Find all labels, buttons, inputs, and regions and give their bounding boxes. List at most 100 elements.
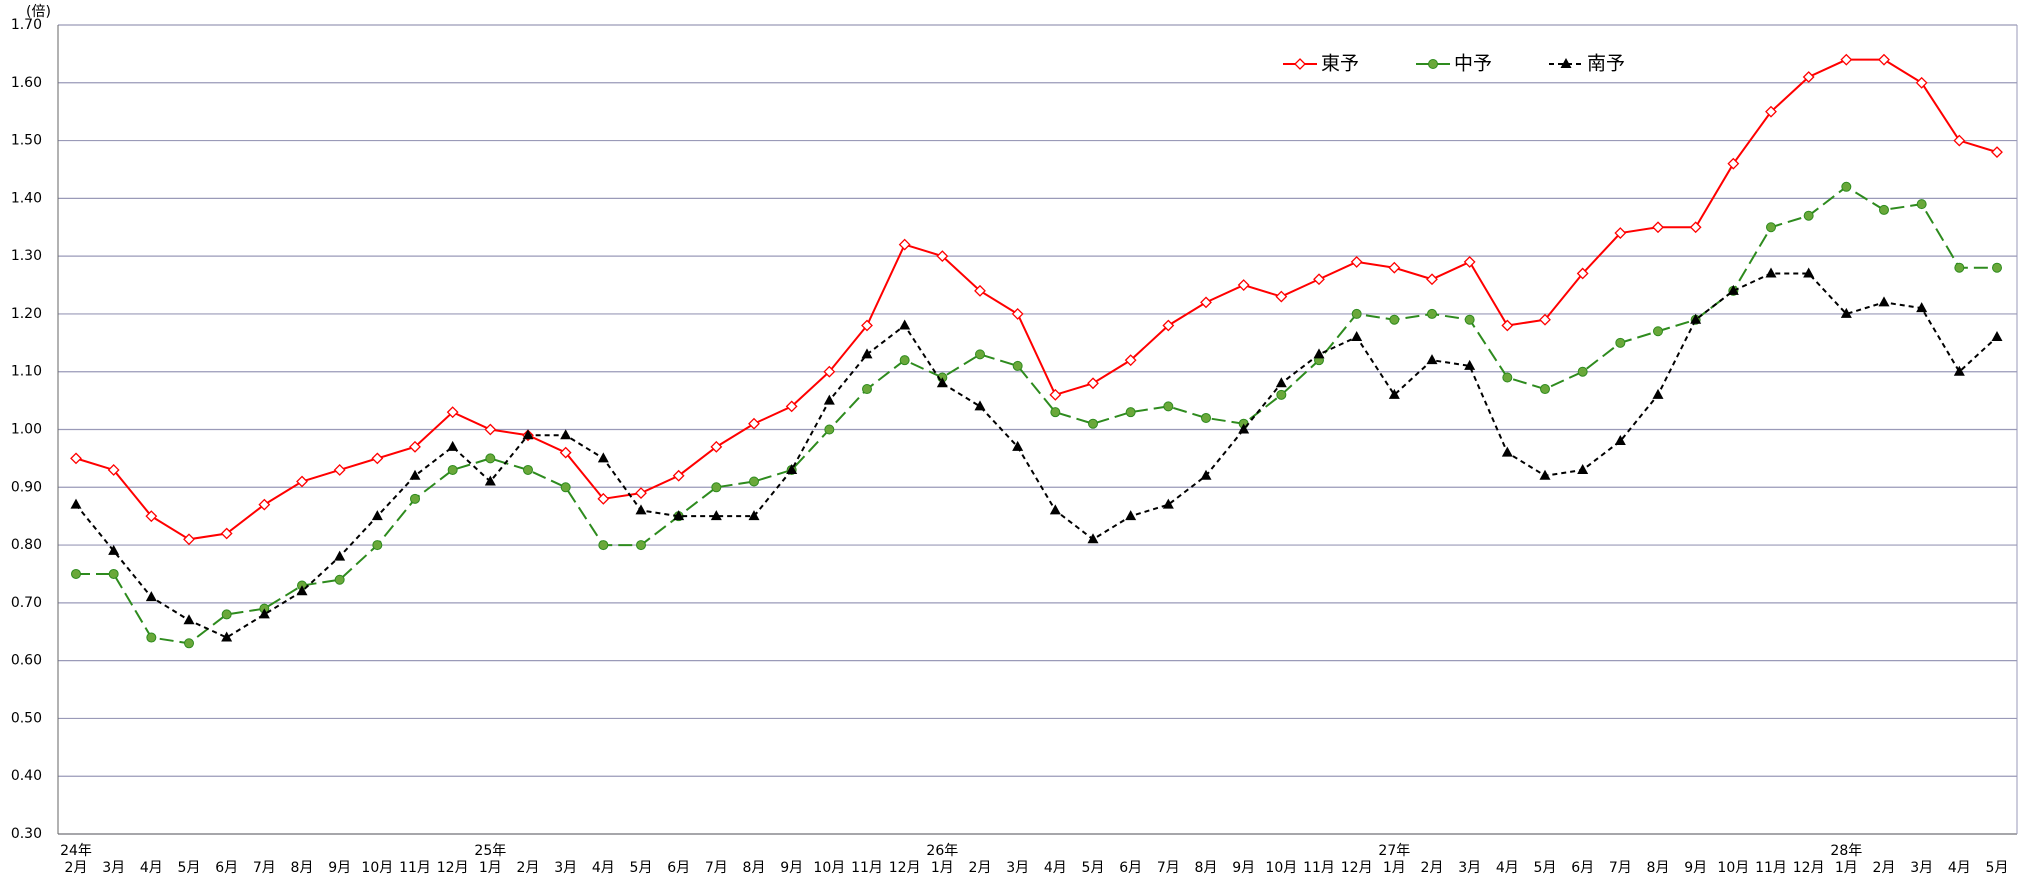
marker bbox=[898, 238, 911, 251]
marker bbox=[1727, 157, 1740, 170]
marker bbox=[1464, 359, 1476, 370]
y-tick-label: 1.70 bbox=[11, 17, 42, 33]
marker bbox=[1841, 181, 1852, 192]
x-tick-label: 1月 bbox=[1835, 860, 1858, 876]
marker bbox=[334, 550, 346, 561]
marker bbox=[1313, 273, 1325, 286]
marker bbox=[1539, 313, 1551, 326]
marker bbox=[635, 504, 647, 515]
marker bbox=[936, 377, 948, 388]
marker bbox=[371, 452, 384, 465]
x-tick-label: 1月 bbox=[1383, 860, 1406, 876]
marker bbox=[560, 429, 572, 440]
x-tick-label: 4月 bbox=[1948, 860, 1971, 876]
marker bbox=[1426, 273, 1438, 286]
marker bbox=[70, 498, 82, 509]
marker bbox=[975, 349, 985, 360]
marker bbox=[1502, 372, 1513, 383]
x-tick-label: 8月 bbox=[1647, 860, 1670, 876]
marker bbox=[484, 423, 497, 436]
marker bbox=[1916, 199, 1927, 210]
marker bbox=[635, 487, 647, 499]
marker bbox=[183, 614, 195, 625]
x-tick-label: 6月 bbox=[667, 860, 690, 876]
marker bbox=[145, 510, 158, 523]
marker bbox=[1690, 313, 1702, 324]
marker bbox=[1727, 284, 1739, 295]
y-tick-label: 1.30 bbox=[11, 248, 42, 264]
x-year-label: 26年 bbox=[926, 843, 958, 859]
marker bbox=[1012, 440, 1024, 451]
x-tick-label: 5月 bbox=[178, 860, 201, 876]
marker bbox=[823, 394, 835, 405]
marker bbox=[1614, 227, 1627, 239]
marker bbox=[258, 498, 271, 511]
y-tick-label: 1.10 bbox=[11, 364, 42, 380]
marker bbox=[749, 476, 759, 487]
x-tick-label: 3月 bbox=[554, 860, 577, 876]
marker bbox=[1840, 307, 1852, 318]
marker bbox=[560, 482, 571, 493]
marker bbox=[1540, 384, 1550, 395]
x-tick-label: 11月 bbox=[851, 860, 883, 876]
marker bbox=[1275, 290, 1288, 303]
marker bbox=[410, 493, 420, 504]
marker bbox=[823, 365, 836, 378]
marker bbox=[1840, 53, 1853, 66]
marker bbox=[1615, 337, 1626, 348]
legend-text: 南予 bbox=[1587, 53, 1625, 75]
marker bbox=[409, 440, 421, 453]
marker bbox=[221, 631, 233, 642]
marker bbox=[936, 250, 949, 263]
marker bbox=[1201, 412, 1211, 423]
marker bbox=[1953, 134, 1966, 147]
marker bbox=[1560, 58, 1572, 68]
x-tick-label: 2月 bbox=[517, 860, 540, 876]
marker bbox=[974, 400, 986, 411]
marker bbox=[409, 469, 421, 480]
marker bbox=[296, 585, 308, 596]
marker bbox=[1803, 267, 1815, 278]
marker bbox=[70, 452, 82, 465]
marker bbox=[1689, 221, 1702, 234]
marker bbox=[1878, 296, 1890, 307]
marker bbox=[748, 510, 760, 521]
marker bbox=[371, 510, 383, 521]
x-tick-label: 2月 bbox=[969, 860, 992, 876]
marker bbox=[861, 348, 873, 359]
marker bbox=[1238, 423, 1250, 434]
marker bbox=[1389, 314, 1400, 325]
series-line bbox=[75, 272, 1998, 639]
x-tick-label: 12月 bbox=[889, 860, 921, 876]
marker bbox=[710, 440, 723, 453]
marker bbox=[1766, 222, 1776, 233]
x-tick-label: 2月 bbox=[1421, 860, 1444, 876]
marker bbox=[1464, 314, 1475, 325]
marker bbox=[1049, 388, 1062, 401]
marker bbox=[1276, 389, 1287, 400]
x-year-label: 27年 bbox=[1378, 843, 1410, 859]
x-tick-label: 4月 bbox=[1044, 860, 1067, 876]
y-tick-label: 1.00 bbox=[11, 422, 42, 438]
marker bbox=[1200, 296, 1212, 309]
x-tick-label: 12月 bbox=[1341, 860, 1373, 876]
x-tick-label: 7月 bbox=[1609, 860, 1632, 876]
y-tick-label: 1.20 bbox=[11, 306, 42, 322]
marker bbox=[372, 540, 383, 551]
marker bbox=[1428, 59, 1438, 69]
marker bbox=[1427, 308, 1437, 319]
marker bbox=[446, 406, 459, 419]
marker bbox=[1125, 407, 1136, 418]
marker bbox=[183, 533, 195, 546]
x-tick-label: 10月 bbox=[361, 860, 393, 876]
marker bbox=[1915, 76, 1928, 89]
marker bbox=[1991, 331, 2003, 342]
marker bbox=[1011, 308, 1024, 320]
marker bbox=[1162, 498, 1174, 509]
marker bbox=[1388, 261, 1401, 274]
x-tick-label: 3月 bbox=[1458, 860, 1481, 876]
marker bbox=[1992, 262, 2002, 273]
y-unit-label: (倍) bbox=[26, 4, 51, 20]
marker bbox=[1653, 326, 1663, 337]
marker bbox=[1200, 469, 1212, 480]
